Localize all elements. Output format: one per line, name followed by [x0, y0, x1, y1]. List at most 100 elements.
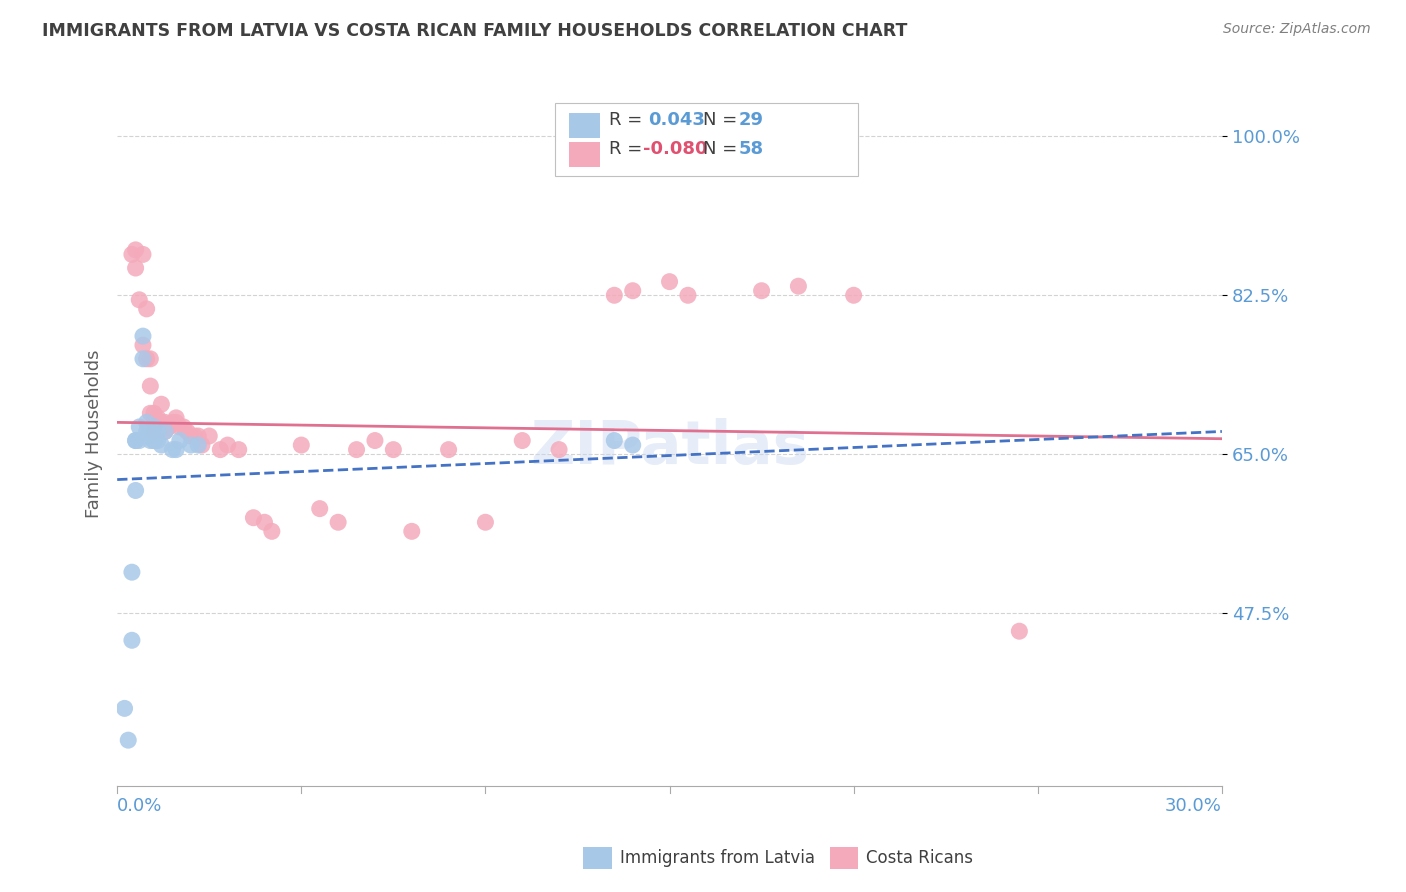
Point — [150, 438, 173, 452]
Point — [162, 416, 184, 430]
Point — [132, 338, 155, 352]
Text: Source: ZipAtlas.com: Source: ZipAtlas.com — [1223, 22, 1371, 37]
Text: 29: 29 — [738, 112, 763, 129]
Point — [787, 279, 810, 293]
Point — [124, 434, 146, 448]
Point — [621, 284, 644, 298]
Point — [143, 406, 166, 420]
Point — [180, 429, 202, 443]
Point — [308, 501, 330, 516]
Point — [150, 397, 173, 411]
Point — [326, 515, 349, 529]
Point — [364, 434, 387, 448]
Text: Costa Ricans: Costa Ricans — [866, 849, 973, 867]
Text: 30.0%: 30.0% — [1166, 797, 1222, 814]
Point — [124, 243, 146, 257]
Point — [139, 379, 162, 393]
Point — [128, 420, 150, 434]
Point — [169, 434, 191, 448]
Point — [143, 434, 166, 448]
Point — [842, 288, 865, 302]
Text: 58: 58 — [738, 140, 763, 158]
Point — [187, 438, 209, 452]
Point — [198, 429, 221, 443]
Point — [676, 288, 699, 302]
Text: N =: N = — [703, 140, 742, 158]
Point — [437, 442, 460, 457]
Point — [139, 434, 162, 448]
Point — [603, 288, 626, 302]
Point — [1008, 624, 1031, 639]
Point — [143, 434, 166, 448]
Text: R =: R = — [609, 140, 648, 158]
Point — [117, 733, 139, 747]
Point — [165, 416, 187, 430]
Point — [157, 420, 180, 434]
Text: R =: R = — [609, 112, 648, 129]
Point — [135, 351, 157, 366]
Point — [751, 284, 773, 298]
Point — [191, 438, 214, 452]
Point — [165, 410, 187, 425]
Text: 0.043: 0.043 — [648, 112, 704, 129]
Point — [228, 442, 250, 457]
Point — [401, 524, 423, 539]
Point — [128, 293, 150, 307]
Point — [146, 420, 169, 434]
Point — [124, 434, 146, 448]
Point — [124, 483, 146, 498]
Point — [146, 410, 169, 425]
Point — [603, 434, 626, 448]
Point — [162, 442, 184, 457]
Point — [132, 247, 155, 261]
Point — [132, 351, 155, 366]
Y-axis label: Family Households: Family Households — [86, 350, 103, 518]
Point — [346, 442, 368, 457]
Point — [176, 425, 198, 439]
Point — [217, 438, 239, 452]
Point — [146, 425, 169, 439]
Point — [143, 416, 166, 430]
Point — [172, 420, 194, 434]
Text: -0.080: -0.080 — [643, 140, 707, 158]
Point — [139, 425, 162, 439]
Point — [150, 416, 173, 430]
Point — [128, 434, 150, 448]
Point — [153, 425, 176, 439]
Point — [621, 438, 644, 452]
Text: Immigrants from Latvia: Immigrants from Latvia — [620, 849, 815, 867]
Point — [260, 524, 283, 539]
Point — [165, 442, 187, 457]
Point — [242, 510, 264, 524]
Point — [253, 515, 276, 529]
Point — [121, 247, 143, 261]
Point — [135, 425, 157, 439]
Point — [121, 565, 143, 579]
Point — [290, 438, 312, 452]
Point — [135, 301, 157, 316]
Point — [135, 416, 157, 430]
Text: N =: N = — [703, 112, 742, 129]
Point — [153, 416, 176, 430]
Point — [114, 701, 136, 715]
Point — [169, 420, 191, 434]
Point — [157, 420, 180, 434]
Point — [548, 442, 571, 457]
Point — [132, 329, 155, 343]
Text: 0.0%: 0.0% — [117, 797, 163, 814]
Point — [209, 442, 232, 457]
Text: IMMIGRANTS FROM LATVIA VS COSTA RICAN FAMILY HOUSEHOLDS CORRELATION CHART: IMMIGRANTS FROM LATVIA VS COSTA RICAN FA… — [42, 22, 907, 40]
Point — [510, 434, 533, 448]
Point — [153, 425, 176, 439]
Point — [139, 406, 162, 420]
Point — [143, 425, 166, 439]
Point — [658, 275, 681, 289]
Text: ZIPatlas: ZIPatlas — [530, 418, 808, 477]
Point — [183, 429, 205, 443]
Point — [187, 429, 209, 443]
Point — [139, 351, 162, 366]
Point — [180, 438, 202, 452]
Point — [474, 515, 496, 529]
Point — [121, 633, 143, 648]
Point — [143, 420, 166, 434]
